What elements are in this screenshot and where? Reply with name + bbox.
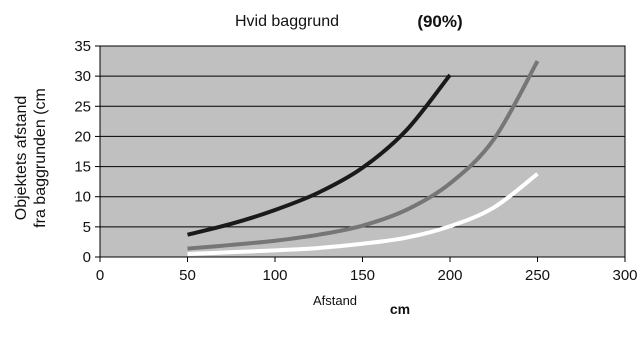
chart-title: Hvid baggrund — [235, 13, 339, 30]
x-tick-label: 250 — [525, 267, 550, 284]
plot-border — [99, 45, 626, 258]
x-axis-unit: cm — [390, 301, 410, 317]
y-tick-label: 0 — [83, 249, 91, 266]
x-tick-label: 300 — [612, 267, 637, 284]
x-tick-label: 200 — [437, 267, 462, 284]
x-tick-label: 150 — [350, 267, 375, 284]
series-layer — [187, 60, 540, 256]
y-tick-label: 20 — [74, 128, 91, 145]
series-line-1 — [187, 73, 452, 237]
y-tick-label: 25 — [74, 98, 91, 115]
y-tick-label: 30 — [74, 68, 91, 85]
y-tick-label: 35 — [74, 38, 91, 55]
y-tick-label: 10 — [74, 189, 91, 206]
series-line-2 — [187, 60, 540, 251]
y-axis-label-line-2: fra baggrunden (cm — [32, 88, 49, 228]
x-tick-label: 100 — [262, 267, 287, 284]
y-tick-label: 5 — [83, 219, 91, 236]
x-tick-label: 0 — [96, 267, 104, 284]
x-tick-label: 50 — [179, 267, 196, 284]
y-axis-label-line-1: Objektets afstand — [13, 96, 30, 221]
x-axis-label: Afstand — [313, 293, 357, 308]
y-tick-label: 15 — [74, 159, 91, 176]
axes: 0 5 10 15 20 25 30 35 0 50 100 150 200 250 300 — [74, 38, 637, 284]
series-line-3 — [187, 172, 539, 256]
plot-area — [99, 45, 626, 258]
chart-title-note: (90%) — [417, 12, 462, 31]
